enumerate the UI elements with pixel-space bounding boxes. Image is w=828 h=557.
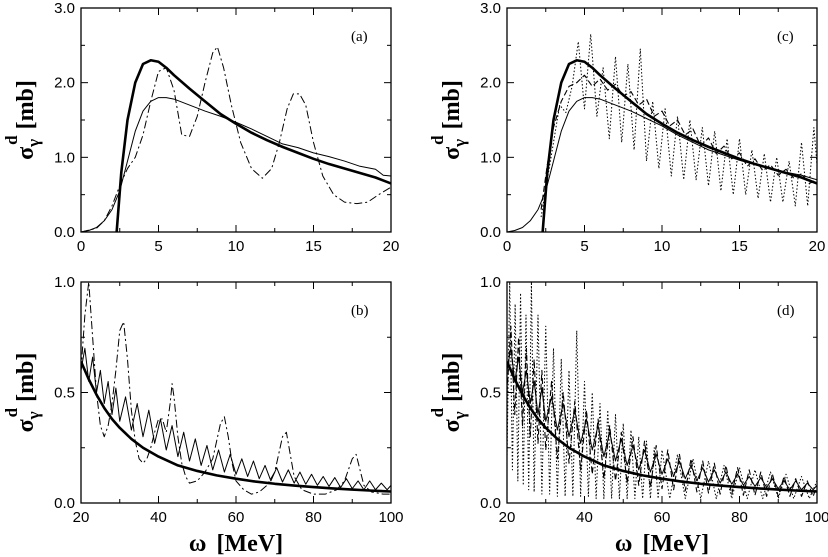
- y-axis-subscript: γ: [450, 139, 469, 148]
- plot-frame-d: [506, 281, 818, 504]
- y-tick-label-b: 0.0: [54, 495, 75, 512]
- x-tick-label-d: 100: [804, 509, 828, 526]
- series-line-b-2: [81, 347, 391, 491]
- series-line-d-1: [507, 361, 817, 493]
- y-tick-label-c: 3.0: [480, 0, 501, 17]
- panel-label-d: (d): [777, 303, 795, 319]
- series-line-b-1: [81, 361, 391, 493]
- y-tick-label-a: 3.0: [54, 0, 75, 17]
- y-axis-label-d: σγd [mb]: [428, 353, 469, 433]
- y-tick-label-c: 1.0: [480, 149, 501, 166]
- x-tick-label-b: 80: [305, 509, 322, 526]
- y-axis-unit: [mb]: [439, 80, 465, 129]
- x-axis-unit: [MeV]: [216, 531, 283, 557]
- y-tick-label-b: 0.5: [54, 385, 75, 402]
- y-axis-superscript: d: [428, 135, 447, 145]
- x-axis-label-b: ω [MeV]: [189, 531, 283, 557]
- panel-label-a: (a): [351, 29, 368, 45]
- series-line-a-2: [81, 97, 391, 232]
- y-tick-label-c: 0.0: [480, 224, 501, 241]
- x-tick-label-b: 100: [378, 509, 403, 526]
- y-axis-unit: [mb]: [13, 80, 39, 129]
- y-tick-label-d: 1.0: [480, 274, 501, 291]
- x-tick-label-b: 60: [228, 509, 245, 526]
- y-tick-label-b: 1.0: [54, 274, 75, 291]
- x-tick-label-a: 5: [154, 238, 162, 255]
- y-tick-label-a: 2.0: [54, 75, 75, 92]
- panel-a: 0 5 10 15 20 0.0 1.0 2.0 3.0 (a) σγd [mb]: [2, 0, 399, 255]
- x-tick-label-d: 40: [576, 509, 593, 526]
- panel-b: 20 40 60 80 100 0.0 0.5 1.0 (b) σγd [mb] ω [MeV]: [2, 274, 404, 557]
- x-tick-label-c: 20: [809, 238, 826, 255]
- y-axis-symbol: σ: [13, 419, 39, 432]
- y-tick-label-a: 0.0: [54, 224, 75, 241]
- y-tick-label-d: 0.0: [480, 495, 501, 512]
- y-axis-superscript: d: [428, 407, 447, 417]
- y-axis-label-c: σγd [mb]: [428, 80, 469, 160]
- y-axis-subscript: γ: [24, 411, 43, 420]
- x-tick-label-a: 15: [305, 238, 322, 255]
- series-line-c-4: [540, 33, 817, 218]
- series-line-a-1: [115, 58, 391, 232]
- y-tick-label-c: 2.0: [480, 75, 501, 92]
- panel-d: 20 40 60 80 100 0.0 0.5 1.0 (d) σγd [mb] ω [MeV]: [428, 274, 828, 557]
- x-tick-label-c: 10: [654, 238, 671, 255]
- plot-frame-b: [80, 281, 392, 504]
- x-tick-label-b: 40: [150, 509, 167, 526]
- series-line-b-3: [81, 282, 391, 495]
- x-tick-label-a: 20: [383, 238, 400, 255]
- x-axis-label-d: ω [MeV]: [615, 531, 709, 557]
- x-tick-label-d: 20: [499, 509, 516, 526]
- x-tick-label-c: 15: [731, 238, 748, 255]
- y-axis-superscript: d: [2, 407, 21, 417]
- panel-label-b: (b): [351, 303, 369, 319]
- series-line-c-1: [541, 58, 817, 232]
- y-axis-subscript: γ: [24, 139, 43, 148]
- series-line-d-2: [507, 347, 817, 491]
- x-axis-symbol: ω: [615, 531, 633, 557]
- x-tick-label-d: 80: [731, 509, 748, 526]
- y-axis-symbol: σ: [439, 147, 465, 160]
- series-line-d-4: [507, 282, 817, 500]
- panel-c: 0 5 10 15 20 0.0 1.0 2.0 3.0 (c) σγd [mb]: [428, 0, 825, 255]
- y-axis-superscript: d: [2, 135, 21, 145]
- x-tick-label-d: 60: [654, 509, 671, 526]
- y-tick-label-d: 0.5: [480, 385, 501, 402]
- x-axis-unit: [MeV]: [642, 531, 709, 557]
- y-axis-label-b: σγd [mb]: [2, 353, 43, 433]
- x-tick-label-b: 20: [73, 509, 90, 526]
- panel-label-c: (c): [777, 29, 794, 45]
- y-tick-label-a: 1.0: [54, 149, 75, 166]
- y-axis-subscript: γ: [450, 411, 469, 420]
- y-axis-unit: [mb]: [439, 353, 465, 402]
- x-tick-label-c: 0: [503, 238, 511, 255]
- series-line-a-3: [81, 46, 391, 232]
- x-tick-label-c: 5: [580, 238, 588, 255]
- y-axis-symbol: σ: [439, 419, 465, 432]
- series-line-c-3: [540, 74, 817, 210]
- x-tick-label-a: 0: [77, 238, 85, 255]
- y-axis-symbol: σ: [13, 147, 39, 160]
- y-axis-label-a: σγd [mb]: [2, 80, 43, 160]
- series-line-d-3: [507, 325, 817, 497]
- y-axis-unit: [mb]: [13, 353, 39, 402]
- x-tick-label-a: 10: [228, 238, 245, 255]
- x-axis-symbol: ω: [189, 531, 207, 557]
